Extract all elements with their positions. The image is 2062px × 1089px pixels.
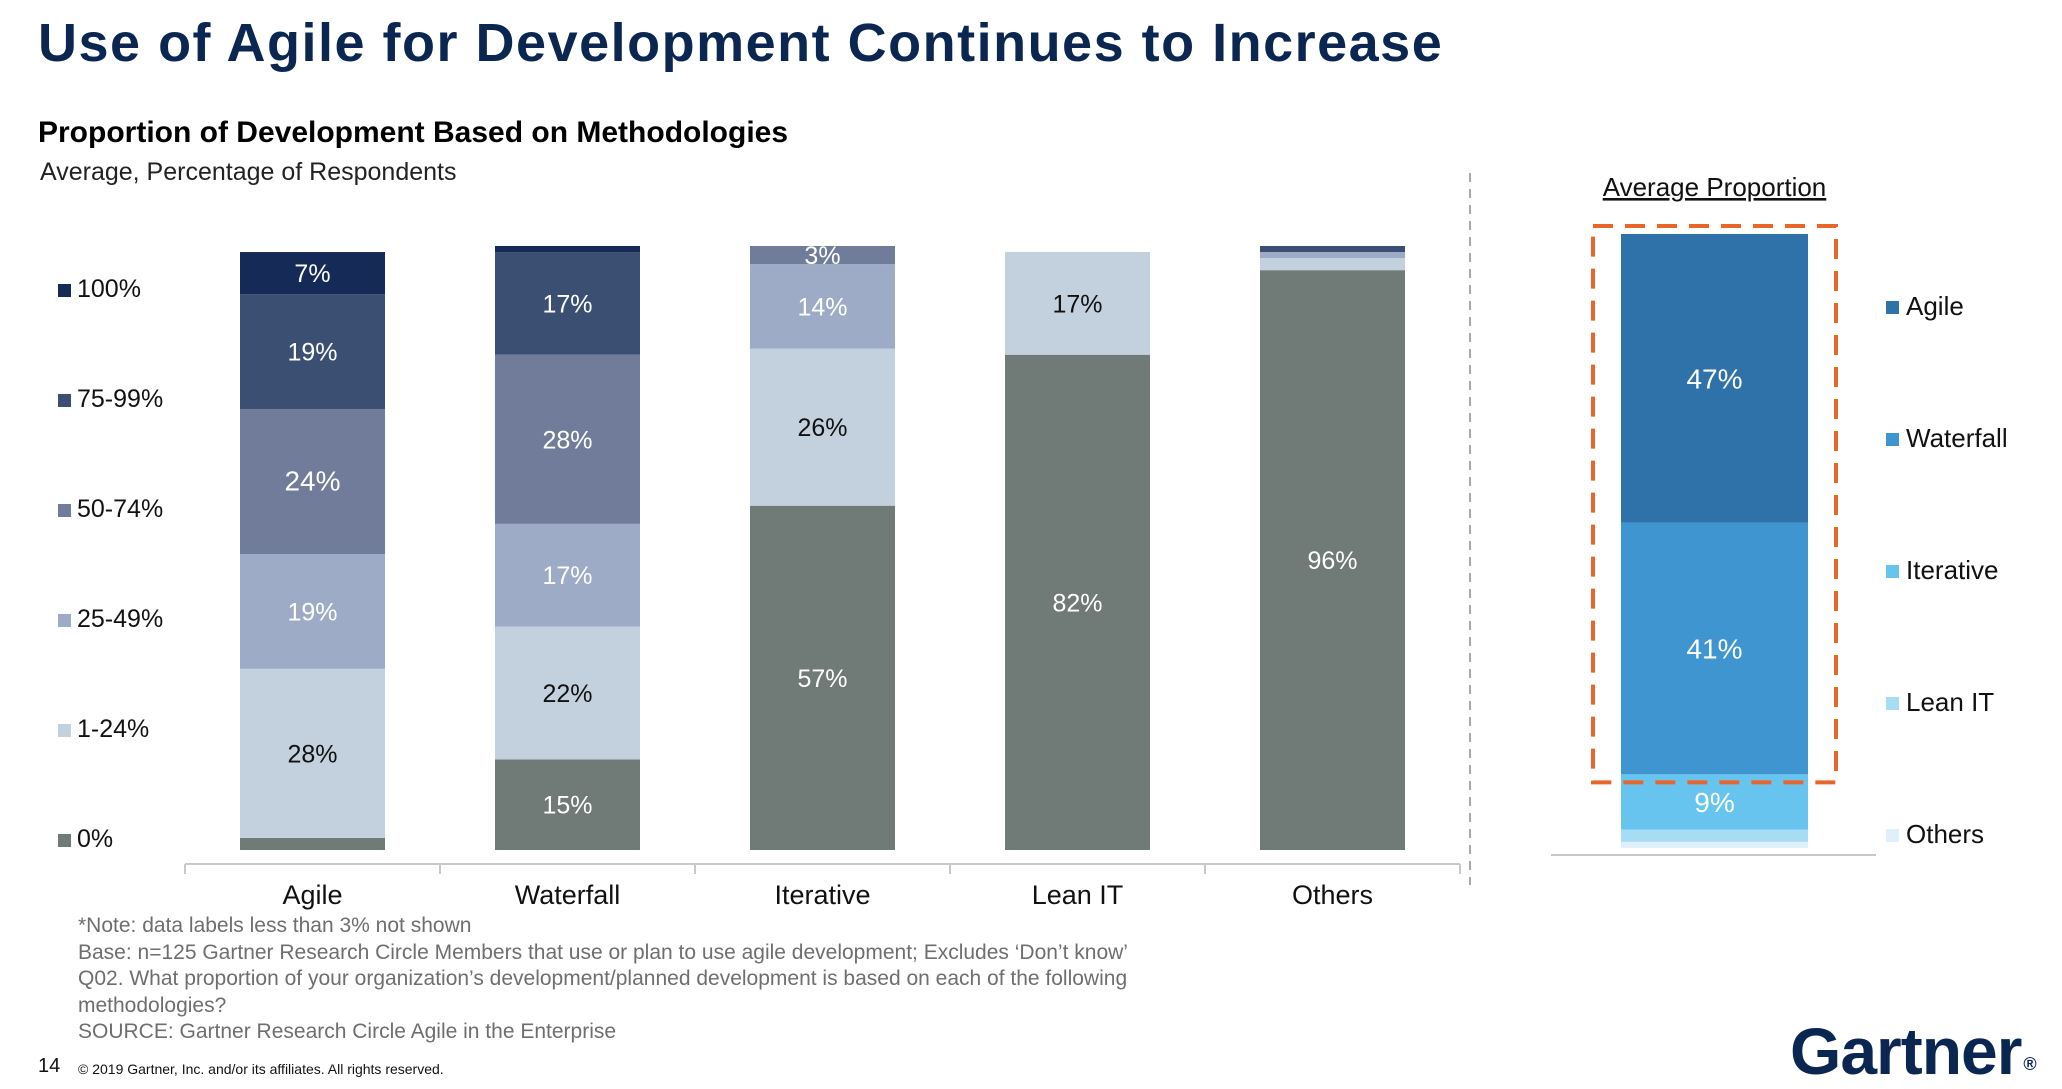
x-tick-label-iterative: Iterative <box>774 880 870 910</box>
bar-waterfall-100 <box>495 246 640 253</box>
avg-legend-label-agile: Agile <box>1906 291 1964 321</box>
bar-waterfall-50-74 <box>495 354 640 524</box>
data-label-lean-it-0: 82% <box>1052 589 1102 617</box>
data-label-iterative-0: 57% <box>797 665 847 693</box>
bar-others-1-24 <box>1260 258 1405 271</box>
avg-bar-lean-it <box>1621 829 1808 842</box>
legend-label-25-49: 25-49% <box>77 605 163 633</box>
bar-waterfall-1-24 <box>495 626 640 760</box>
data-label-iterative-50-74: 3% <box>804 242 840 270</box>
legend-swatch-75-99 <box>58 394 71 407</box>
data-label-others-0: 96% <box>1307 547 1357 575</box>
avg-legend-label-lean-it: Lean IT <box>1906 687 1994 717</box>
data-label-waterfall-75-99: 17% <box>542 290 592 318</box>
data-label-waterfall-25-49: 17% <box>542 562 592 590</box>
legend-label-50-74: 50-74% <box>77 495 163 523</box>
chart-notes: *Note: data labels less than 3% not show… <box>78 913 1208 1046</box>
bar-others-75-99 <box>1260 246 1405 253</box>
page-number: 14 <box>38 1055 61 1077</box>
gartner-logo: Gartner ® <box>1790 1013 2037 1089</box>
avg-legend-swatch-iterative <box>1886 565 1899 578</box>
avg-legend-swatch-lean-it <box>1886 697 1899 710</box>
copyright: © 2019 Gartner, Inc. and/or its affiliat… <box>78 1061 444 1077</box>
bar-agile-50-74 <box>240 409 385 555</box>
bar-agile-100 <box>240 252 385 295</box>
bar-iterative-25-49 <box>750 264 895 349</box>
bar-agile-25-49 <box>240 554 385 669</box>
avg-legend-swatch-others <box>1886 829 1899 842</box>
chart-subtitle: Average, Percentage of Respondents <box>40 158 457 186</box>
legend-label-0: 0% <box>77 825 113 853</box>
bar-lean-it-0 <box>1005 354 1150 850</box>
data-label-waterfall-0: 15% <box>542 792 592 820</box>
avg-data-label-waterfall: 41% <box>1686 633 1742 664</box>
average-proportion-chart: Average Proportion 9% 41% 47% Agile Waterfall… <box>1551 172 2008 856</box>
avg-bar-iterative <box>1621 774 1808 830</box>
bar-agile-1-24 <box>240 668 385 838</box>
bar-iterative-0 <box>750 505 895 850</box>
logo-text: Gartner <box>1790 1014 2022 1088</box>
avg-data-label-iterative: 9% <box>1694 787 1734 818</box>
data-label-waterfall-50-74: 28% <box>542 426 592 454</box>
bar-agile-0 <box>240 837 385 850</box>
avg-legend-label-others: Others <box>1906 819 1984 849</box>
stacked-bar-chart: 28% 19% 24% 19% 7% Agile 15% 22% 17% 28% 17% Waterf… <box>58 173 1471 910</box>
bar-waterfall-25-49 <box>495 523 640 627</box>
chart-title: Proportion of Development Based on Metho… <box>38 116 789 149</box>
bar-waterfall-75-99 <box>495 252 640 355</box>
avg-legend-label-iterative: Iterative <box>1906 555 1999 585</box>
avg-legend-label-waterfall: Waterfall <box>1906 423 2008 453</box>
avg-data-label-agile: 47% <box>1686 363 1742 394</box>
note-source: SOURCE: Gartner Research Circle Agile in… <box>78 1020 617 1043</box>
bar-agile-75-99 <box>240 294 385 410</box>
x-tick-label-lean-it: Lean IT <box>1032 880 1124 910</box>
legend-label-75-99: 75-99% <box>77 385 163 413</box>
avg-legend-swatch-agile <box>1886 301 1899 314</box>
bar-waterfall-0 <box>495 759 640 850</box>
data-label-waterfall-1-24: 22% <box>542 680 592 708</box>
data-label-agile-1-24: 28% <box>287 740 337 768</box>
legend-swatch-50-74 <box>58 504 71 517</box>
slide-title: Use of Agile for Development Continues t… <box>38 13 1444 73</box>
data-label-iterative-25-49: 14% <box>797 293 847 321</box>
note-threshold: *Note: data labels less than 3% not show… <box>78 914 472 937</box>
avg-bar-waterfall <box>1621 522 1808 775</box>
data-label-iterative-1-24: 26% <box>797 414 847 442</box>
avg-bar-others <box>1621 841 1808 848</box>
note-base: Base: n=125 Gartner Research Circle Memb… <box>78 940 1128 964</box>
data-label-agile-25-49: 19% <box>287 598 337 626</box>
highlight-box <box>1591 224 1838 785</box>
legend-swatch-25-49 <box>58 614 71 627</box>
x-tick-label-others: Others <box>1292 880 1373 910</box>
data-label-agile-100: 7% <box>294 260 330 288</box>
bar-others-25-49 <box>1260 252 1405 259</box>
data-label-agile-50-74: 24% <box>284 466 340 497</box>
legend-swatch-0 <box>58 834 71 847</box>
note-question: Q02. What proportion of your organizatio… <box>78 967 1128 1017</box>
legend-swatch-100 <box>58 284 71 297</box>
bar-iterative-50-74 <box>750 246 895 265</box>
x-tick-label-agile: Agile <box>282 880 342 910</box>
bar-iterative-1-24 <box>750 348 895 506</box>
data-label-lean-it-1-24: 17% <box>1052 290 1102 318</box>
avg-bar-agile <box>1621 234 1808 523</box>
avg-legend-swatch-waterfall <box>1886 433 1899 446</box>
bar-others-0 <box>1260 270 1405 850</box>
legend-label-1-24: 1-24% <box>77 715 149 743</box>
bar-lean-it-1-24 <box>1005 252 1150 355</box>
x-tick-label-waterfall: Waterfall <box>515 880 621 910</box>
data-label-agile-75-99: 19% <box>287 339 337 367</box>
legend-swatch-1-24 <box>58 724 71 737</box>
legend-label-100: 100% <box>77 275 141 303</box>
registered-mark: ® <box>2023 1054 2037 1074</box>
average-proportion-title: Average Proportion <box>1603 172 1827 202</box>
